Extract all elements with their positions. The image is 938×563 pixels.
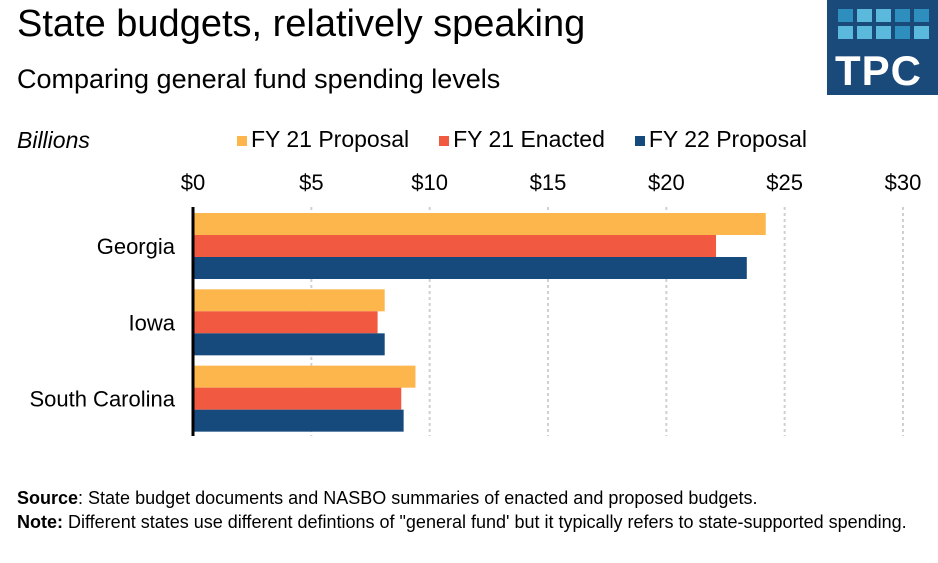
legend-swatch <box>237 136 247 146</box>
source-text: : State budget documents and NASBO summa… <box>78 488 758 508</box>
note-label: Note: <box>17 512 63 532</box>
legend-item: FY 21 Proposal <box>237 126 409 153</box>
bar-iowa-0 <box>193 289 385 312</box>
category-label: Iowa <box>129 310 176 335</box>
bar-south-carolina-1 <box>193 387 402 410</box>
bar-georgia-2 <box>193 257 747 279</box>
legend: FY 21 Proposal FY 21 Enacted FY 22 Propo… <box>237 126 837 153</box>
logo-text: TPC <box>835 47 922 94</box>
source-label: Source <box>17 488 79 508</box>
bar-south-carolina-0 <box>193 365 416 388</box>
x-tick-label: $20 <box>648 170 685 195</box>
x-tick-label: $15 <box>530 170 567 195</box>
units-label: Billions <box>17 127 90 153</box>
legend-swatch <box>634 136 645 146</box>
note-text: Different states use different defintion… <box>63 512 907 532</box>
bar-georgia-0 <box>193 213 766 235</box>
chart-subtitle: Comparing general fund spending levels <box>17 64 501 94</box>
category-label: South Carolina <box>29 387 175 412</box>
footer: Source: State budget documents and NASBO… <box>17 486 917 534</box>
source-line: Source: State budget documents and NASBO… <box>17 486 917 510</box>
x-tick-label: $0 <box>181 170 205 195</box>
legend-item: FY 22 Proposal <box>634 126 807 153</box>
legend-item: FY 21 Enacted <box>439 126 605 153</box>
legend-label: FY 22 Proposal <box>648 126 807 152</box>
bar-georgia-1 <box>193 235 717 257</box>
x-tick-label: $5 <box>299 170 323 195</box>
legend-swatch <box>439 136 450 146</box>
legend-label: FY 21 Proposal <box>251 126 410 152</box>
bar-iowa-1 <box>193 311 378 334</box>
note-line: Note: Different states use different def… <box>17 510 917 534</box>
x-tick-label: $10 <box>411 170 448 195</box>
tpc-logo: TPC <box>827 0 938 95</box>
category-label: Georgia <box>97 234 176 259</box>
x-tick-label: $25 <box>766 170 803 195</box>
x-tick-label: $30 <box>885 170 922 195</box>
bar-south-carolina-2 <box>193 409 404 432</box>
legend-label: FY 21 Enacted <box>453 126 605 152</box>
chart-title: State budgets, relatively speaking <box>17 3 586 45</box>
bar-iowa-2 <box>193 333 385 356</box>
logo-grid-icon <box>838 9 929 39</box>
